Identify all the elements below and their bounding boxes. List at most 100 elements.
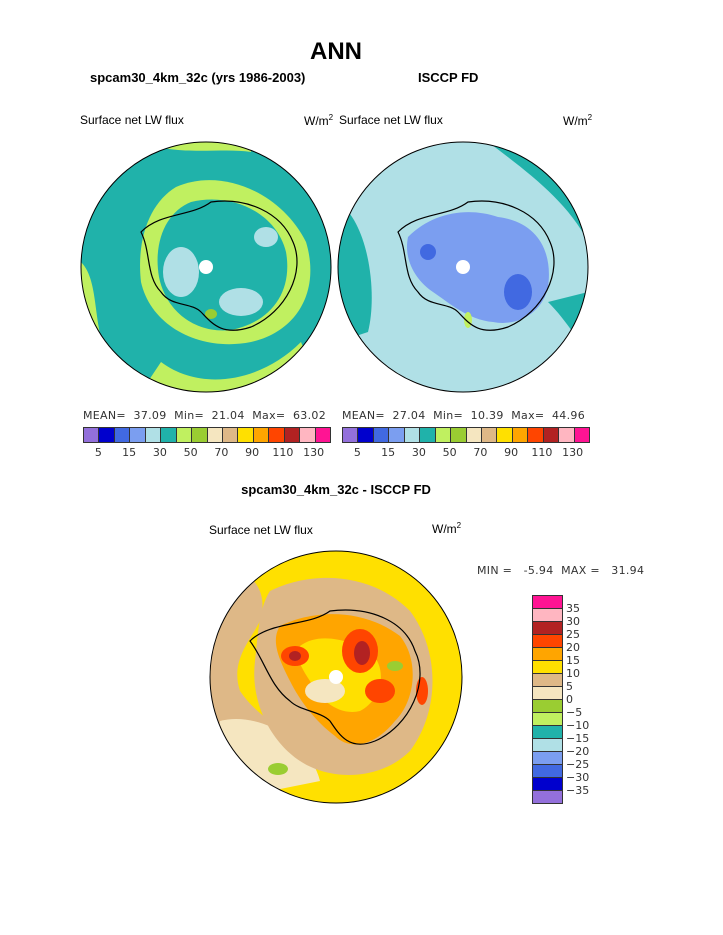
colorbar-tick-label: 15 [381,446,396,459]
units-text: W/m [563,114,588,128]
colorbar-swatch [533,752,562,765]
colorbar-tick-label: 110 [272,446,294,459]
units-text: W/m [432,522,457,536]
diff-units: W/m2 [432,521,461,536]
panel2-subtitle: ISCCP FD [418,70,479,85]
colorbar-swatch [533,778,562,791]
colorbar-tick-label: 0 [566,693,573,706]
contour-region [338,202,372,342]
panel1-colorbar [83,427,331,443]
panel2-map [337,141,589,393]
colorbar-swatch [222,428,239,442]
colorbar-swatch [300,428,316,442]
colorbar-tick-label: −30 [566,771,590,784]
panel2-units: W/m2 [563,113,592,128]
colorbar-swatch [533,674,562,687]
colorbar-swatch [161,428,177,442]
colorbar-tick-label: 30 [566,615,580,628]
pole-hole [456,260,470,274]
colorbar-swatch [284,428,301,442]
colorbar-swatch [533,596,562,609]
colorbar-swatch [533,648,562,661]
min-value: 21.04 [211,409,245,422]
colorbar-swatch [533,700,562,713]
max-value: 44.96 [552,409,585,422]
colorbar-swatch [145,428,162,442]
min-value: 10.39 [470,409,504,422]
colorbar-swatch [574,428,589,442]
colorbar-tick-label: 50 [183,446,198,459]
contour-region [268,763,288,775]
colorbar-tick-label: 90 [245,446,260,459]
colorbar-swatch [343,428,359,442]
colorbar-swatch [451,428,467,442]
colorbar-tick-label: −10 [566,719,590,732]
antarctica-coastline [140,200,298,331]
diff-variable-label: Surface net LW flux [209,523,313,537]
colorbar-swatch [533,687,562,700]
antarctica-coastline [397,200,555,331]
min-label: Min= [174,409,205,422]
colorbar-tick-label: 130 [562,446,584,459]
mean-label: MEAN= [83,409,126,422]
panel2-colorbar [342,427,590,443]
colorbar-tick-label: 15 [122,446,137,459]
mean-value: 27.04 [392,409,426,422]
colorbar-swatch [404,428,421,442]
colorbar-swatch [528,428,544,442]
contour-region [289,651,301,661]
colorbar-tick-label: −15 [566,732,590,745]
colorbar-swatch [533,726,562,739]
contour-region [420,244,436,260]
colorbar-swatch [238,428,254,442]
colorbar-tick-label: −20 [566,745,590,758]
max-label: Max= [511,409,545,422]
pole-hole [329,670,343,684]
colorbar-swatch [84,428,100,442]
diff-map [209,550,463,804]
colorbar-tick-label: −35 [566,784,590,797]
colorbar-tick-label: 15 [566,654,580,667]
colorbar-swatch [99,428,115,442]
colorbar-swatch [543,428,560,442]
colorbar-tick-label: 70 [214,446,229,459]
diff-title: spcam30_4km_32c - ISCCP FD [241,482,431,497]
colorbar-swatch [114,428,131,442]
colorbar-swatch [420,428,436,442]
diff-colorbar [532,595,563,804]
colorbar-swatch [269,428,285,442]
colorbar-swatch [533,765,562,778]
colorbar-tick-label: 90 [504,446,519,459]
panel1-map [80,141,332,393]
contour-region [354,641,370,665]
colorbar-tick-label: 110 [531,446,553,459]
units-sup: 2 [328,113,334,122]
colorbar-tick-label: 5 [353,446,361,459]
colorbar-swatch [533,791,562,803]
panel1-variable-label: Surface net LW flux [80,113,184,127]
colorbar-swatch [389,428,405,442]
contour-region [141,142,251,152]
colorbar-swatch [533,622,562,635]
colorbar-tick-label: 20 [566,641,580,654]
colorbar-tick-label: 50 [442,446,457,459]
contour-region [387,661,403,671]
colorbar-swatch [481,428,498,442]
colorbar-tick-label: 70 [473,446,488,459]
colorbar-swatch [512,428,529,442]
contour-region [205,309,217,319]
units-sup: 2 [587,113,593,122]
colorbar-tick-label: 130 [303,446,325,459]
max-label: Max= [252,409,286,422]
diff-minmax: MIN = -5.94 MAX = 31.94 [477,564,645,577]
colorbar-swatch [130,428,146,442]
colorbar-tick-label: −5 [566,706,583,719]
colorbar-swatch [207,428,223,442]
contour-region [305,679,345,703]
colorbar-swatch [497,428,513,442]
colorbar-tick-label: 5 [566,680,573,693]
colorbar-swatch [435,428,452,442]
colorbar-tick-label: 10 [566,667,580,680]
contour-region [504,274,532,310]
